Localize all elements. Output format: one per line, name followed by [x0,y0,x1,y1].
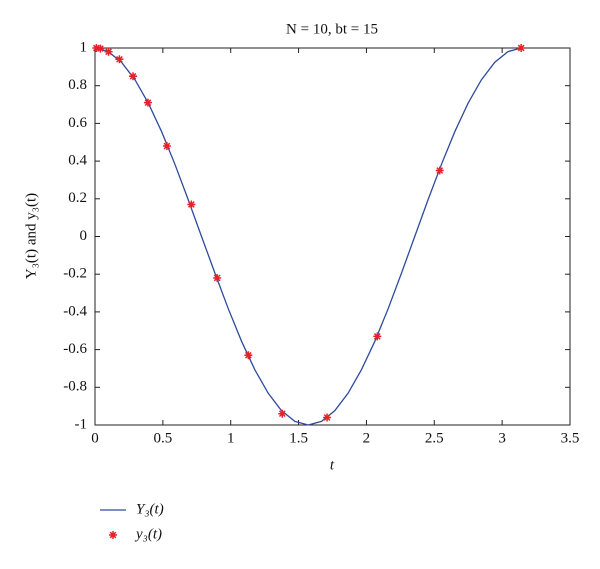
legend-swatch [109,531,117,539]
marker [278,409,287,418]
x-tick-label: 1.5 [289,430,308,446]
marker [435,166,444,175]
marker [213,273,222,282]
y-tick-label: -0.6 [63,341,87,357]
x-tick-label: 0 [91,430,99,446]
marker [96,44,105,53]
y-tick-label: 0.2 [68,190,87,206]
marker [104,47,113,56]
y-tick-label: -1 [75,416,88,432]
marker [92,44,101,52]
y-axis-label: Y₃(t) and y₃(t) [23,193,39,279]
x-tick-label: 3 [498,430,506,446]
marker [162,142,171,151]
marker [129,72,137,81]
marker [244,351,253,360]
x-tick-label: 0.5 [153,430,172,446]
y-tick-label: 1 [80,39,88,55]
marker [373,332,382,341]
marker [517,44,526,52]
plot-frame [94,47,571,426]
y-tick-label: 0.6 [68,115,87,131]
y-tick-label: 0 [80,228,88,244]
marker [115,55,124,64]
marker [323,413,332,422]
y-tick-label: -0.2 [63,266,87,282]
x-tick-label: 1 [227,430,235,446]
y-tick-label: 0.8 [68,77,87,93]
x-axis-label: t [330,457,335,473]
legend-label: y₃(t) [134,526,162,542]
chart-title: N = 10, bt = 15 [286,21,378,37]
x-tick-label: 2 [363,430,371,446]
series-line [94,47,522,426]
y-tick-label: 0.4 [68,153,87,169]
y-tick-label: -0.8 [63,379,87,395]
marker [143,98,152,107]
legend-label: Y₃(t) [136,501,164,517]
marker [187,200,196,209]
x-tick-label: 2.5 [425,430,444,446]
x-tick-label: 3.5 [561,430,580,446]
y-tick-label: -0.4 [63,303,87,319]
